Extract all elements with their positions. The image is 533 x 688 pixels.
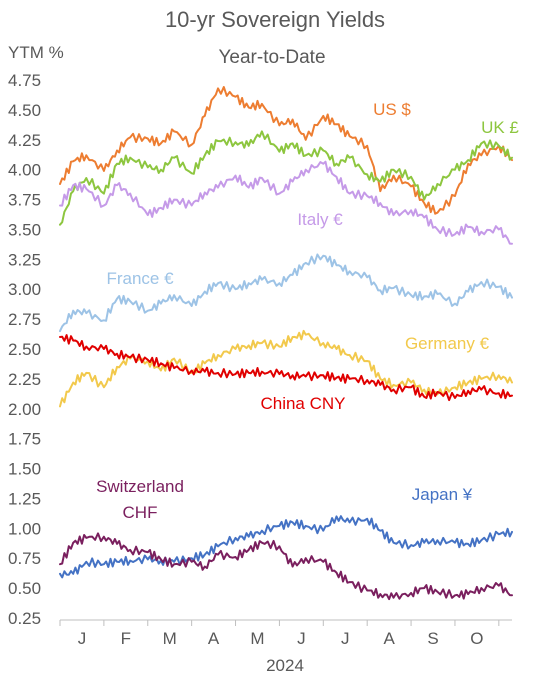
x-tick-label: S <box>427 629 438 648</box>
y-tick-label: 3.00 <box>8 280 41 299</box>
y-tick-label: 1.75 <box>8 430 41 449</box>
series-line-switzerland-chf <box>59 532 513 601</box>
series-line-china-cny <box>59 334 513 402</box>
series-labels: US $ UK £ Italy € France € Germany € China CN… <box>96 100 519 522</box>
y-tick-label: 0.25 <box>8 609 41 628</box>
series-label-germany: Germany € <box>405 334 490 353</box>
x-tick-label: M <box>250 629 264 648</box>
series-label-uk: UK £ <box>481 118 519 137</box>
y-tick-label: 2.00 <box>8 400 41 419</box>
series-line-uk <box>59 130 513 226</box>
x-tick-label: J <box>297 629 306 648</box>
series-label-switzerland-chf: Switzerland CHF <box>96 477 184 522</box>
series-line-us <box>59 86 513 215</box>
series-label-japan: Japan ¥ <box>412 485 473 504</box>
x-axis-label: 2024 <box>266 656 304 675</box>
chart-subtitle: Year-to-Date <box>218 47 325 68</box>
y-tick-label: 2.50 <box>8 340 41 359</box>
y-tick-label: 3.75 <box>8 191 41 210</box>
series-line-france <box>59 253 513 333</box>
x-tick-label: J <box>78 629 87 648</box>
x-tick-label: O <box>470 629 483 648</box>
x-tick-label: J <box>341 629 350 648</box>
y-tick-label: 1.50 <box>8 460 41 479</box>
series-lines <box>59 86 513 601</box>
y-tick-label: 1.00 <box>8 519 41 538</box>
y-tick-label: 2.75 <box>8 310 41 329</box>
y-tick-label: 4.50 <box>8 101 41 120</box>
series-label-italy: Italy € <box>297 210 343 229</box>
x-tick-label: F <box>121 629 131 648</box>
y-tick-label: 3.50 <box>8 220 41 239</box>
series-label-us: US $ <box>373 100 411 119</box>
x-tick-label: A <box>208 629 220 648</box>
y-tick-label: 2.25 <box>8 370 41 389</box>
y-tick-label: 3.25 <box>8 250 41 269</box>
series-label-china-cny: China CNY <box>260 394 345 413</box>
series-line-italy <box>59 160 513 245</box>
series-label-france: France € <box>106 269 174 288</box>
y-tick-label: 4.00 <box>8 161 41 180</box>
y-tick-label: 0.50 <box>8 579 41 598</box>
y-tick-label: 0.75 <box>8 549 41 568</box>
x-tick-label: M <box>163 629 177 648</box>
y-tick-label: 4.75 <box>8 71 41 90</box>
x-tick-label: A <box>383 629 395 648</box>
series-line-japan <box>59 515 513 579</box>
y-tick-label: 1.25 <box>8 489 41 508</box>
y-axis-ticks: 4.75 4.50 4.25 4.00 3.75 3.50 3.25 3.00 2.75 2.50… <box>8 71 41 628</box>
chart-title: 10-yr Sovereign Yields <box>165 7 385 32</box>
y-axis-label: YTM % <box>8 43 64 62</box>
y-tick-label: 4.25 <box>8 131 41 150</box>
